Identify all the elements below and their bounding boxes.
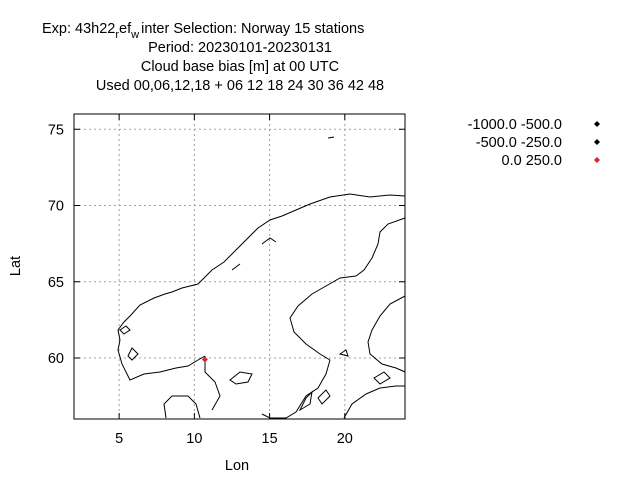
y-tick-label: 65 bbox=[48, 275, 64, 291]
legend-label: -500.0 -250.0 bbox=[476, 135, 562, 151]
header-line-1: Exp: 43h22refw inter Selection: Norway 15… bbox=[42, 21, 364, 41]
header-line-2: Period: 20230101-20230131 bbox=[148, 40, 332, 56]
x-tick-label: 10 bbox=[186, 431, 202, 447]
grid bbox=[74, 114, 405, 419]
legend-marker bbox=[594, 139, 600, 145]
legend-marker bbox=[594, 157, 600, 163]
legend-label: 0.0 250.0 bbox=[502, 153, 562, 169]
y-tick-label: 75 bbox=[48, 122, 64, 138]
y-axis-ticks: 60 65 70 75 bbox=[48, 122, 405, 367]
header-line-3: Cloud base bias [m] at 00 UTC bbox=[141, 59, 339, 75]
x-tick-label: 5 bbox=[115, 431, 123, 447]
x-axis-ticks: 5 10 15 20 bbox=[115, 114, 353, 447]
x-axis-label: Lon bbox=[225, 458, 249, 474]
legend-marker bbox=[594, 121, 600, 127]
y-tick-label: 70 bbox=[48, 199, 64, 215]
y-tick-label: 60 bbox=[48, 351, 64, 367]
coastline bbox=[117, 136, 406, 419]
legend-label: -1000.0 -500.0 bbox=[468, 117, 562, 133]
station-marker bbox=[201, 356, 208, 363]
x-tick-label: 15 bbox=[262, 431, 278, 447]
legend: -1000.0 -500.0 -500.0 -250.0 0.0 250.0 bbox=[468, 117, 600, 169]
y-axis-label: Lat bbox=[8, 256, 24, 276]
station-markers bbox=[201, 356, 208, 363]
plot-frame bbox=[73, 113, 406, 420]
x-tick-label: 20 bbox=[337, 431, 353, 447]
header-line-4: Used 00,06,12,18 + 06 12 18 24 30 36 42 … bbox=[96, 78, 384, 94]
